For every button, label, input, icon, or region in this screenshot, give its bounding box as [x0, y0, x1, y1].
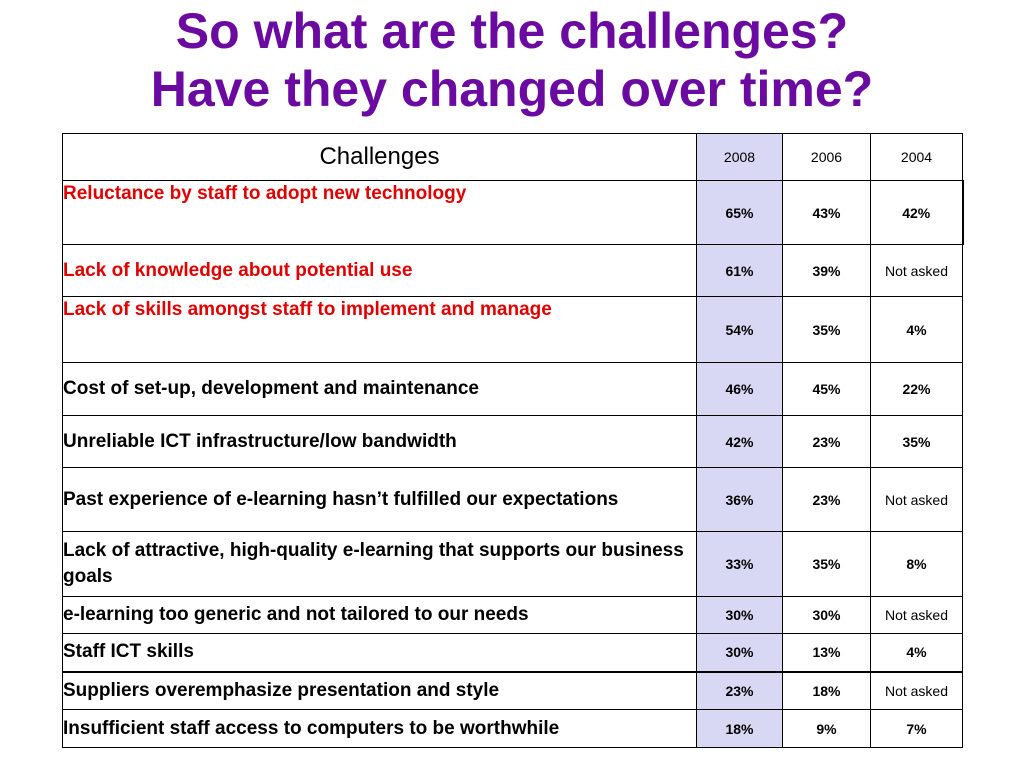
- value-2004: 4%: [870, 633, 963, 672]
- challenge-cell: Lack of attractive, high-quality e-learn…: [62, 531, 697, 597]
- page-title: So what are the challenges? Have they ch…: [0, 2, 1024, 118]
- title-line-2: Have they changed over time?: [150, 61, 874, 117]
- value-2006: 39%: [782, 244, 871, 297]
- value-2006: 35%: [782, 296, 871, 363]
- challenge-cell: Reluctance by staff to adopt new technol…: [62, 180, 697, 245]
- table-row: Cost of set-up, development and maintena…: [62, 362, 963, 416]
- table-row: Lack of attractive, high-quality e-learn…: [62, 531, 963, 597]
- value-2008: 54%: [696, 296, 783, 363]
- value-2006: 23%: [782, 415, 871, 468]
- value-2004: Not asked: [870, 596, 963, 634]
- challenge-cell: Lack of skills amongst staff to implemen…: [62, 296, 697, 363]
- table-row: Staff ICT skills 30% 13% 4%: [62, 633, 963, 672]
- value-2008: 30%: [696, 596, 783, 634]
- value-2004: 7%: [870, 709, 963, 748]
- value-2006: 13%: [782, 633, 871, 672]
- table-row: Lack of skills amongst staff to implemen…: [62, 296, 963, 363]
- value-2004: Not asked: [870, 244, 963, 297]
- value-2004: 35%: [870, 415, 963, 468]
- value-2004: Not asked: [870, 467, 963, 532]
- value-2006: 30%: [782, 596, 871, 634]
- challenge-cell: Suppliers overemphasize presentation and…: [62, 670, 697, 710]
- value-2008: 33%: [696, 531, 783, 597]
- challenge-cell: Cost of set-up, development and maintena…: [62, 362, 697, 416]
- header-2006: 2006: [782, 133, 871, 181]
- value-2006: 18%: [782, 670, 871, 710]
- value-2008: 30%: [696, 633, 783, 672]
- challenge-cell: e-learning too generic and not tailored …: [62, 596, 697, 634]
- value-2004: Not asked: [870, 670, 963, 710]
- value-2008: 23%: [696, 670, 783, 710]
- challenge-cell: Lack of knowledge about potential use: [62, 244, 697, 297]
- table-row: Insufficient staff access to computers t…: [62, 709, 963, 748]
- table-row: e-learning too generic and not tailored …: [62, 596, 963, 634]
- table-row: Suppliers overemphasize presentation and…: [62, 670, 963, 710]
- value-2004: 4%: [870, 296, 963, 363]
- header-2004: 2004: [870, 133, 963, 181]
- value-2008: 65%: [696, 180, 783, 245]
- challenge-cell: Staff ICT skills: [62, 633, 697, 672]
- value-2008: 36%: [696, 467, 783, 532]
- challenges-table: Challenges 2008 2006 2004 Reluctance by …: [62, 133, 964, 748]
- value-2006: 43%: [782, 180, 871, 245]
- value-2006: 35%: [782, 531, 871, 597]
- table-header-row: Challenges 2008 2006 2004: [62, 133, 963, 181]
- value-2008: 61%: [696, 244, 783, 297]
- title-line-1: So what are the challenges?: [175, 3, 849, 59]
- value-2006: 9%: [782, 709, 871, 748]
- header-challenges: Challenges: [62, 133, 697, 181]
- value-2008: 42%: [696, 415, 783, 468]
- table-row: Unreliable ICT infrastructure/low bandwi…: [62, 415, 963, 468]
- table-row: Past experience of e-learning hasn’t ful…: [62, 467, 963, 532]
- header-2008: 2008: [696, 133, 783, 181]
- table-row: Lack of knowledge about potential use 61…: [62, 244, 963, 297]
- value-2004: 22%: [870, 362, 963, 416]
- value-2008: 46%: [696, 362, 783, 416]
- value-2006: 23%: [782, 467, 871, 532]
- value-2004: 42%: [870, 180, 964, 245]
- table-row: Reluctance by staff to adopt new technol…: [62, 180, 964, 245]
- challenge-cell: Unreliable ICT infrastructure/low bandwi…: [62, 415, 697, 468]
- challenge-cell: Insufficient staff access to computers t…: [62, 709, 697, 748]
- value-2008: 18%: [696, 709, 783, 748]
- value-2006: 45%: [782, 362, 871, 416]
- value-2004: 8%: [870, 531, 963, 597]
- challenge-cell: Past experience of e-learning hasn’t ful…: [62, 467, 697, 532]
